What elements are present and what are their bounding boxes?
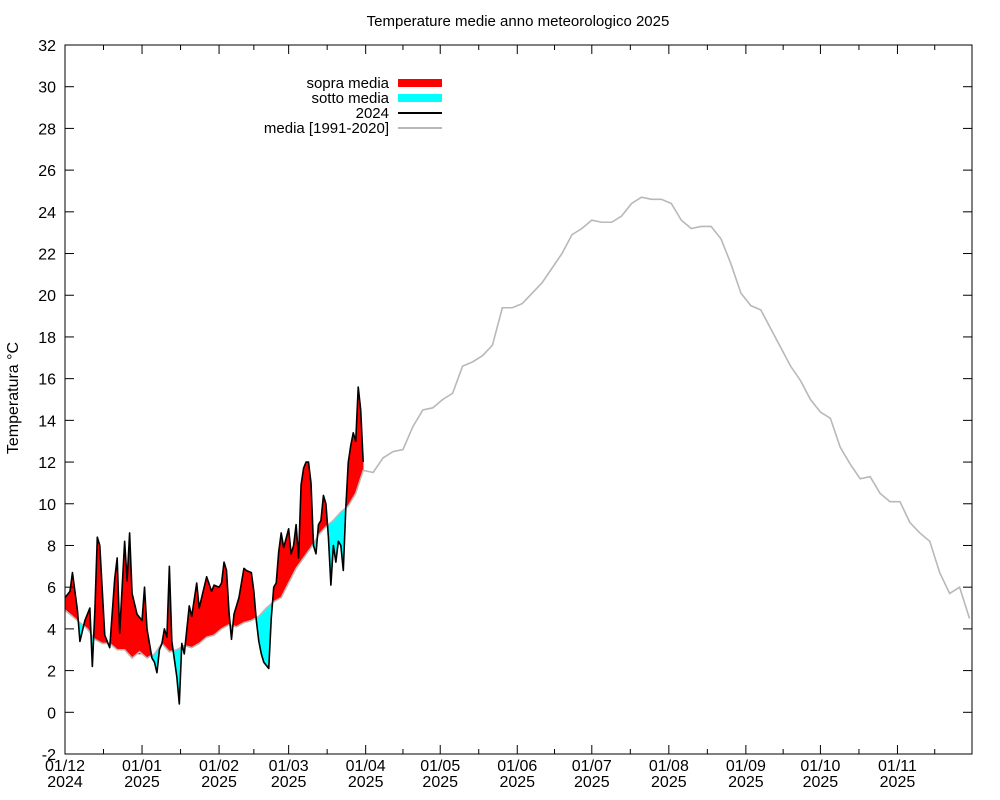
below-average-area xyxy=(263,605,270,670)
y-tick-label: -2 xyxy=(42,747,56,764)
legend-label: sopra media xyxy=(306,75,389,92)
above-average-area xyxy=(213,584,220,636)
x-tick-label-year: 2025 xyxy=(422,774,458,791)
above-average-area xyxy=(352,432,357,499)
x-tick-label-date: 01/09 xyxy=(726,758,766,775)
above-average-area xyxy=(303,461,307,559)
x-tick-label-year: 2025 xyxy=(803,774,839,791)
above-average-area xyxy=(305,461,309,556)
x-tick-label-year: 2025 xyxy=(124,774,160,791)
y-tick-label: 14 xyxy=(38,413,56,430)
legend-label: 2024 xyxy=(356,105,389,122)
x-tick-label-year: 2025 xyxy=(271,774,307,791)
x-tick-label-year: 2025 xyxy=(201,774,237,791)
above-average-area xyxy=(243,567,247,624)
x-tick-label-date: 01/02 xyxy=(199,758,239,775)
y-tick-label: 8 xyxy=(47,538,56,555)
y-tick-label: 28 xyxy=(38,121,56,138)
x-tick-label-year: 2025 xyxy=(880,774,916,791)
x-tick-label-year: 2025 xyxy=(651,774,687,791)
x-tick-label-date: 01/05 xyxy=(420,758,460,775)
above-average-area xyxy=(246,570,252,623)
y-tick-label: 20 xyxy=(38,288,56,305)
anomaly-fills xyxy=(64,386,364,704)
y-tick-label: 18 xyxy=(38,330,56,347)
y-tick-label: 16 xyxy=(38,372,56,389)
y-tick-label: 10 xyxy=(38,497,56,514)
x-tick-label-date: 01/04 xyxy=(346,758,386,775)
above-average-area xyxy=(211,584,215,637)
y-tick-label: 30 xyxy=(38,80,56,97)
below-average-area xyxy=(338,511,342,547)
x-tick-label-year: 2025 xyxy=(499,774,535,791)
above-average-area xyxy=(218,581,222,632)
x-tick-label-date: 01/08 xyxy=(649,758,689,775)
legend-label: sotto media xyxy=(311,90,389,107)
x-tick-label-date: 01/07 xyxy=(572,758,612,775)
legend-swatch xyxy=(398,79,442,87)
legend-swatch xyxy=(398,94,442,102)
x-tick-label-date: 01/11 xyxy=(878,758,917,775)
x-tick-label-date: 01/10 xyxy=(800,758,840,775)
x-tick-label-year: 2025 xyxy=(348,774,384,791)
y-tick-label: 6 xyxy=(47,580,56,597)
y-tick-label: 2 xyxy=(47,664,56,681)
y-tick-label: 0 xyxy=(47,705,56,722)
climatology-line xyxy=(64,196,971,660)
series-lines xyxy=(64,196,971,705)
y-tick-label: 12 xyxy=(38,455,56,472)
y-tick-label: 24 xyxy=(38,205,56,222)
x-axis: 01/12202401/01202501/02202501/03202501/0… xyxy=(45,45,936,791)
y-tick-label: 22 xyxy=(38,247,56,264)
x-tick-label-date: 01/12 xyxy=(45,758,85,775)
y-axis-label: Temperatura °C xyxy=(5,342,22,454)
x-tick-label-year: 2025 xyxy=(728,774,764,791)
legend-label: media [1991-2020] xyxy=(264,120,389,137)
x-tick-label-date: 01/03 xyxy=(269,758,309,775)
chart-title: Temperature medie anno meteorologico 202… xyxy=(367,13,670,30)
x-tick-label-year: 2025 xyxy=(574,774,610,791)
y-tick-label: 4 xyxy=(47,622,56,639)
y-tick-label: 26 xyxy=(38,163,56,180)
current-season-line xyxy=(64,386,364,705)
plot-frame xyxy=(64,44,973,755)
x-tick-label-date: 01/01 xyxy=(122,758,162,775)
x-tick-label-year: 2024 xyxy=(47,774,83,791)
y-tick-label: 32 xyxy=(38,38,56,55)
x-tick-label-date: 01/06 xyxy=(497,758,537,775)
